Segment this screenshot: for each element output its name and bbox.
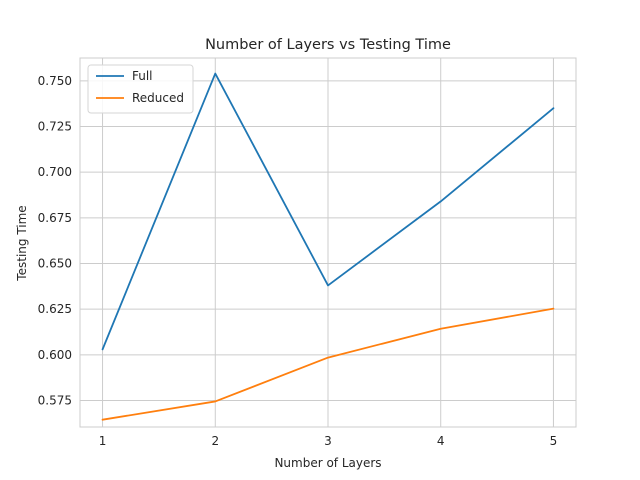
grid — [80, 58, 576, 427]
chart-title: Number of Layers vs Testing Time — [205, 37, 451, 53]
legend-box — [87, 64, 194, 114]
y-tick-label: 0.675 — [38, 211, 72, 225]
y-axis-label: Testing Time — [15, 205, 29, 281]
series-line-full — [101, 72, 555, 351]
y-tick-label: 0.725 — [38, 120, 72, 134]
y-tick-label: 0.575 — [38, 394, 72, 408]
y-tick-label: 0.625 — [38, 302, 72, 316]
x-tick-label: 4 — [437, 434, 445, 448]
y-axis: 0.575 0.600 0.625 0.650 0.675 0.700 0.725 0.750 — [38, 74, 72, 408]
legend-label: Full — [132, 69, 153, 83]
y-tick-label: 0.650 — [38, 257, 72, 271]
series-line-reduced — [101, 307, 555, 421]
legend: Full Reduced — [87, 64, 194, 114]
x-axis: 1 2 3 4 5 — [99, 434, 558, 448]
x-tick-label: 3 — [324, 434, 332, 448]
x-tick-label: 2 — [211, 434, 219, 448]
y-tick-label: 0.600 — [38, 348, 72, 362]
series-group — [101, 72, 555, 421]
plot-area — [79, 57, 577, 428]
x-tick-label: 1 — [99, 434, 107, 448]
x-axis-label: Number of Layers — [274, 456, 381, 470]
x-tick-label: 5 — [550, 434, 558, 448]
legend-label: Reduced — [132, 91, 184, 105]
y-tick-label: 0.750 — [38, 74, 72, 88]
y-tick-label: 0.700 — [38, 165, 72, 179]
